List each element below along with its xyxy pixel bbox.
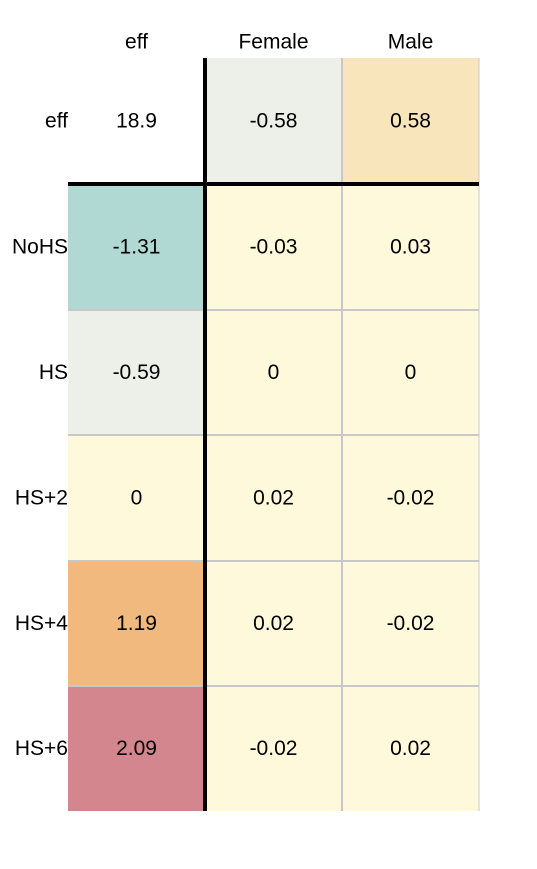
interaction-value: 0.03	[390, 236, 431, 259]
column-effect-cell	[342, 58, 479, 184]
column-effect-value: -0.58	[250, 110, 298, 133]
interaction-value: 0	[405, 361, 417, 384]
interaction-cell	[205, 686, 342, 811]
interaction-cell	[205, 435, 342, 561]
grand-effect-cell	[68, 58, 205, 184]
row-effect-cell	[68, 184, 205, 310]
interaction-cell	[342, 310, 479, 435]
interaction-cell	[342, 184, 479, 310]
column-header: Female	[238, 31, 308, 54]
interaction-value: -0.02	[387, 487, 435, 510]
label-layer: eff Female Male eff NoHS HS HS+2 HS+4 HS+6 18.9 -0…	[12, 31, 434, 761]
row-header: NoHS	[12, 236, 68, 259]
interaction-value: -0.02	[250, 737, 298, 760]
interaction-cell	[205, 561, 342, 686]
interaction-value: -0.02	[387, 612, 435, 635]
interaction-value: 0	[268, 361, 280, 384]
row-header: HS	[39, 361, 68, 384]
interaction-cell	[205, 184, 342, 310]
cell-layer	[68, 58, 479, 811]
column-effect-value: 0.58	[390, 110, 431, 133]
interaction-cell	[205, 310, 342, 435]
interaction-value: -0.03	[250, 236, 298, 259]
interaction-value: 0.02	[253, 612, 294, 635]
column-header-eff: eff	[125, 31, 148, 54]
interaction-cell	[342, 561, 479, 686]
row-effect-value: -1.31	[113, 236, 161, 259]
row-effect-value: -0.59	[113, 361, 161, 384]
column-header: Male	[388, 31, 434, 54]
grand-effect-value: 18.9	[116, 110, 157, 133]
interaction-cell	[342, 686, 479, 811]
row-effect-cell	[68, 435, 205, 561]
row-effect-value: 1.19	[116, 612, 157, 635]
row-header: HS+6	[15, 737, 68, 760]
row-effect-value: 0	[131, 487, 143, 510]
row-header: HS+4	[15, 612, 68, 635]
grid-layer	[68, 58, 480, 811]
row-effect-value: 2.09	[116, 737, 157, 760]
row-effect-cell	[68, 310, 205, 435]
row-effect-cell	[68, 686, 205, 811]
interaction-cell	[342, 435, 479, 561]
interaction-value: 0.02	[390, 737, 431, 760]
column-effect-cell	[205, 58, 342, 184]
row-header-eff: eff	[45, 110, 68, 133]
interaction-value: 0.02	[253, 487, 294, 510]
row-header: HS+2	[15, 487, 68, 510]
row-effect-cell	[68, 561, 205, 686]
